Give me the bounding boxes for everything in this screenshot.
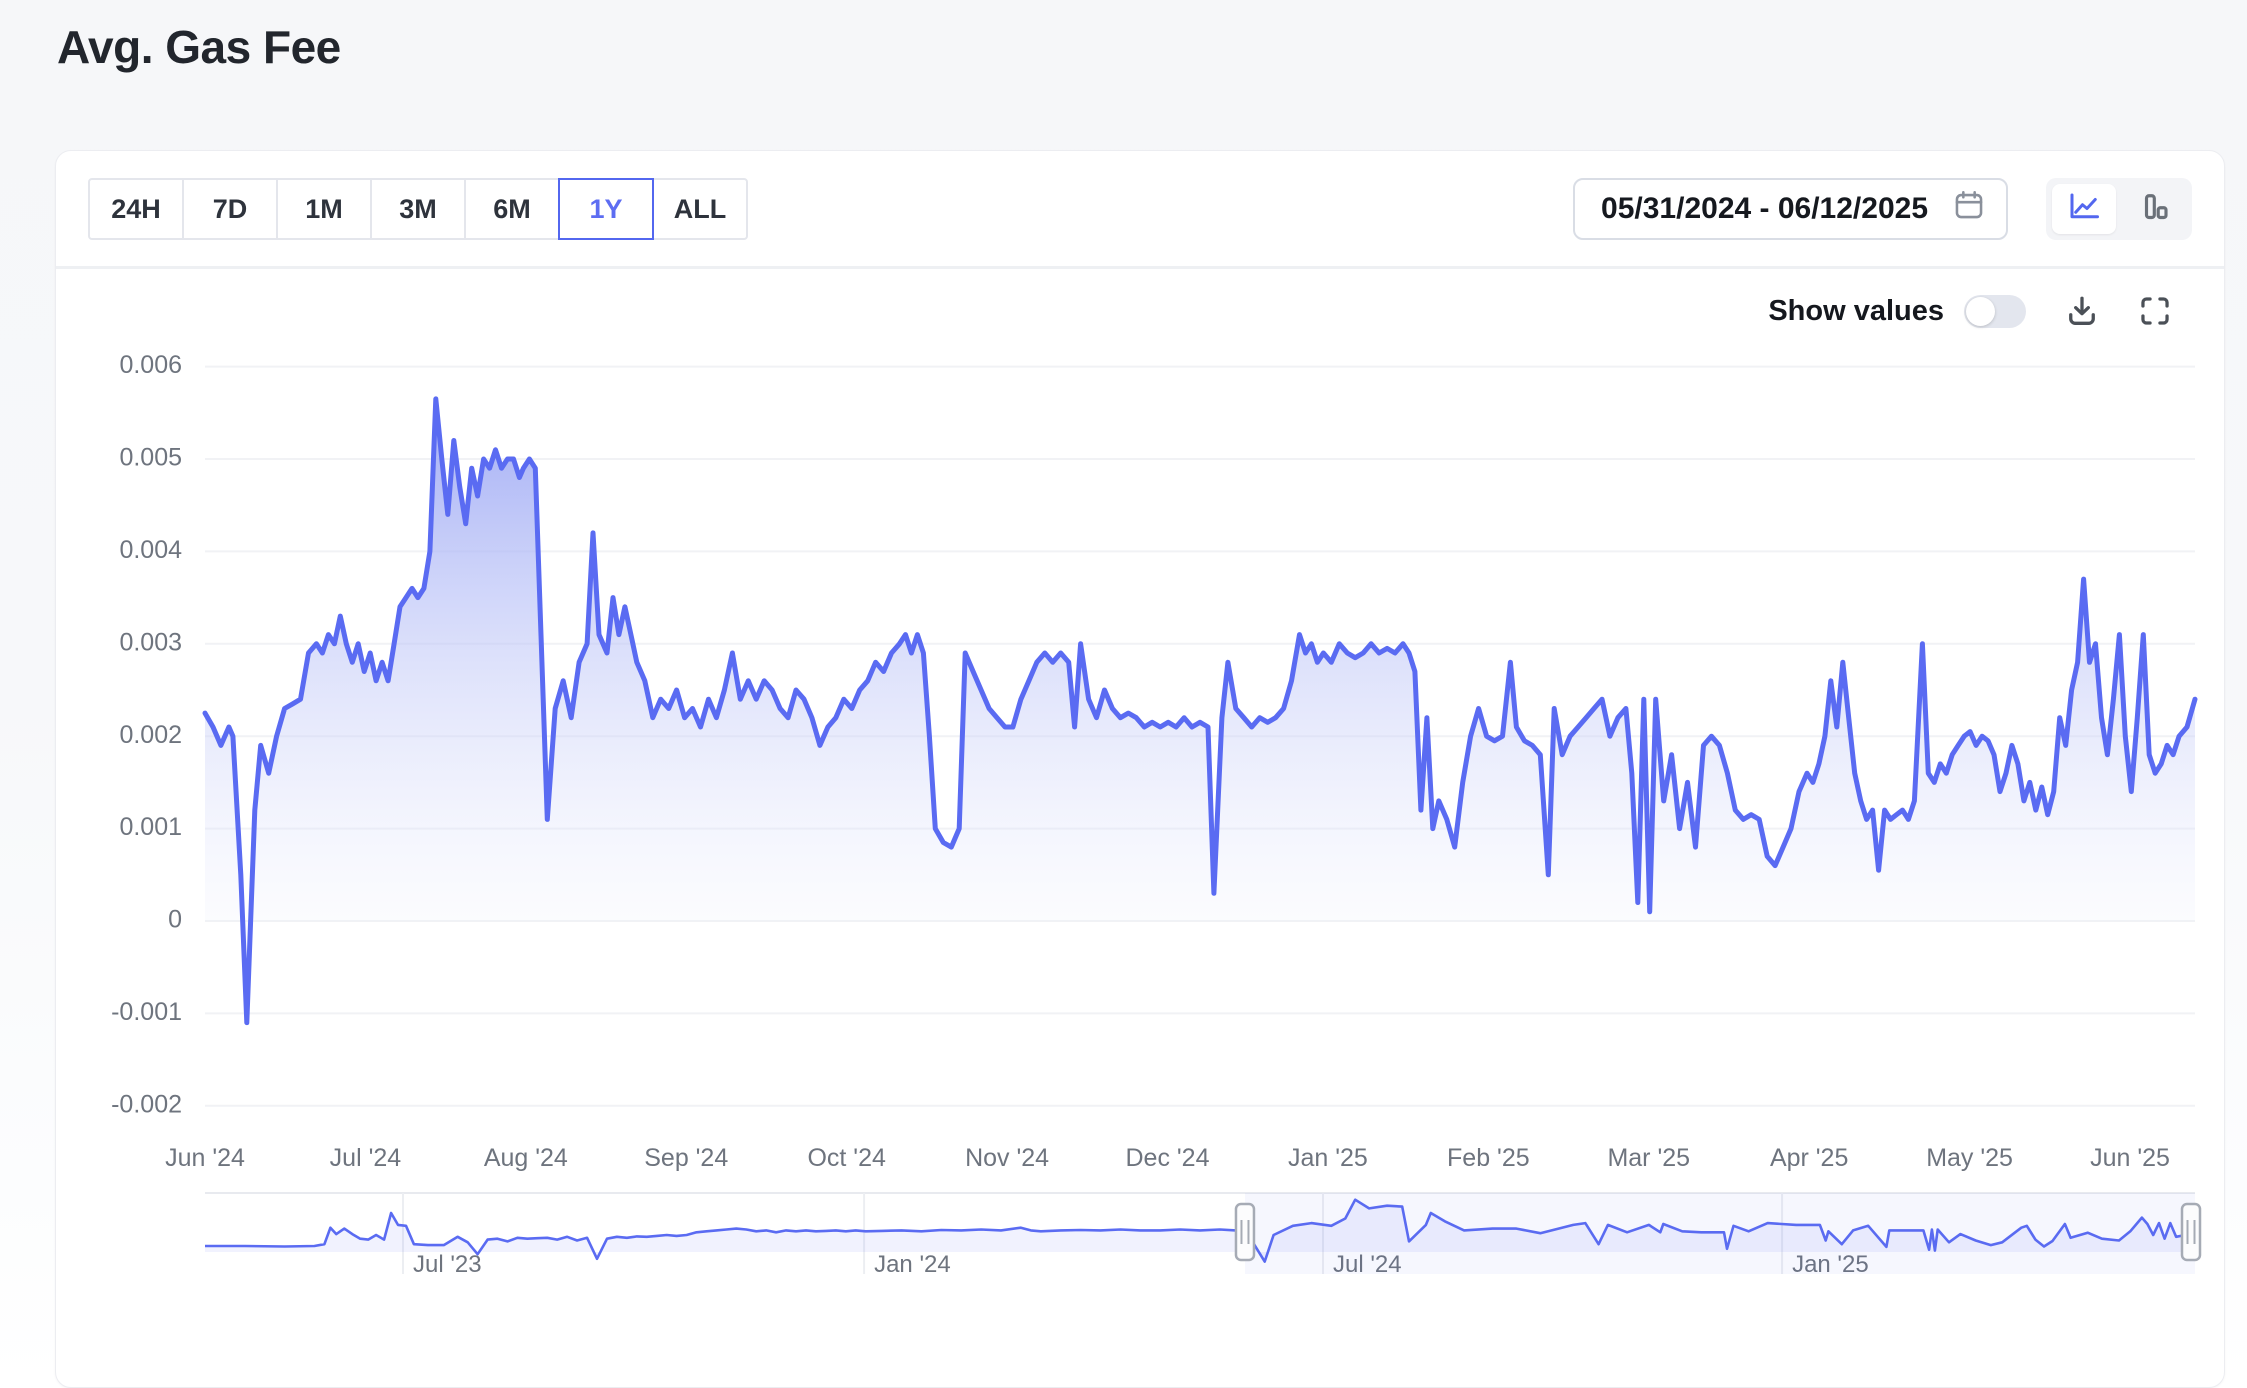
- line-chart-icon: [2066, 189, 2102, 230]
- time-range-group: 24H 7D 1M 3M 6M 1Y ALL: [88, 178, 748, 240]
- download-icon: [2064, 293, 2100, 329]
- show-values-label: Show values: [1768, 294, 1944, 327]
- chart-type-switcher: [2046, 178, 2192, 240]
- chart-toolbar: 24H 7D 1M 3M 6M 1Y ALL 05/31/2024 - 06/12/2025: [56, 151, 2224, 269]
- chart-card: 24H 7D 1M 3M 6M 1Y ALL 05/31/2024 - 06/12/2025: [55, 150, 2225, 1388]
- range-button-24h[interactable]: 24H: [88, 178, 184, 240]
- fullscreen-button[interactable]: [2138, 294, 2172, 328]
- range-button-1y[interactable]: 1Y: [558, 178, 654, 240]
- range-button-7d[interactable]: 7D: [182, 178, 278, 240]
- toggle-knob: [1966, 296, 1995, 326]
- calendar-icon: [1952, 188, 1986, 230]
- toolbar-right: 05/31/2024 - 06/12/2025: [1573, 178, 2192, 240]
- chart-controls-row: Show values: [1768, 293, 2172, 329]
- download-button[interactable]: [2064, 293, 2100, 329]
- chart-type-bar-button[interactable]: [2122, 184, 2186, 234]
- fullscreen-icon: [2138, 294, 2172, 328]
- bar-chart-icon: [2136, 189, 2172, 230]
- range-button-all[interactable]: ALL: [652, 178, 748, 240]
- date-range-picker[interactable]: 05/31/2024 - 06/12/2025: [1573, 178, 2008, 240]
- range-button-6m[interactable]: 6M: [464, 178, 560, 240]
- show-values-toggle[interactable]: [1964, 294, 2026, 328]
- range-button-1m[interactable]: 1M: [276, 178, 372, 240]
- chart-type-line-button[interactable]: [2052, 184, 2116, 234]
- range-button-3m[interactable]: 3M: [370, 178, 466, 240]
- page-title: Avg. Gas Fee: [57, 21, 341, 73]
- date-range-value: 05/31/2024 - 06/12/2025: [1601, 192, 1928, 225]
